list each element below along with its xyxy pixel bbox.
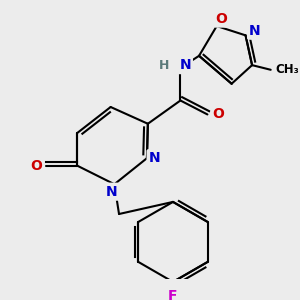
- Text: N: N: [148, 151, 160, 165]
- Text: N: N: [179, 58, 191, 72]
- Text: H: H: [158, 58, 169, 72]
- Text: O: O: [30, 159, 42, 172]
- Text: O: O: [213, 107, 224, 122]
- Text: O: O: [215, 12, 227, 26]
- Text: N: N: [249, 24, 261, 38]
- Text: N: N: [106, 185, 117, 199]
- Text: CH₃: CH₃: [275, 63, 299, 76]
- Text: F: F: [168, 289, 178, 300]
